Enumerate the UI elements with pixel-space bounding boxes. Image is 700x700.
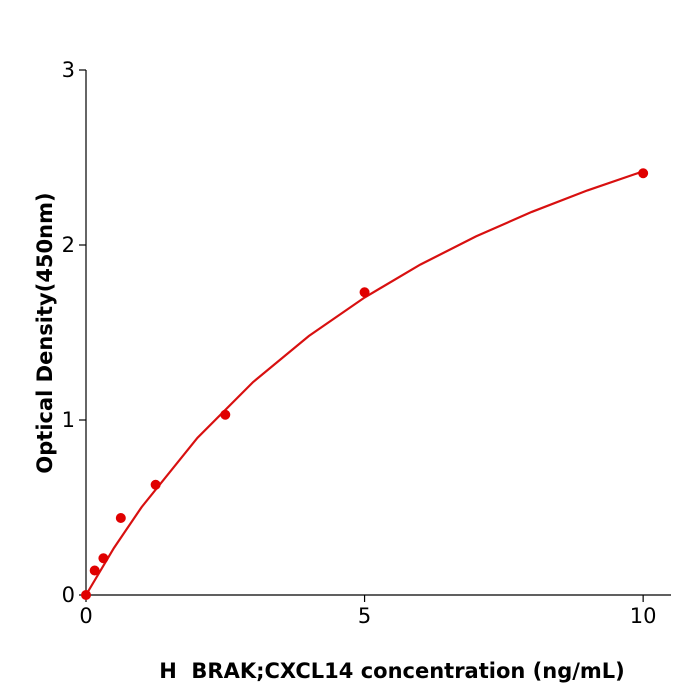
data-point (638, 168, 649, 179)
data-point (220, 409, 231, 420)
data-point (81, 590, 91, 600)
data-point (150, 479, 161, 490)
x-axis-label: H BRAK;CXCL14 concentration (ng/mL) (159, 659, 625, 683)
data-point (115, 513, 126, 523)
y-axis-label: Optical Density(450nm) (33, 192, 57, 473)
fit-curve (85, 170, 644, 596)
data-point (359, 287, 370, 298)
data-point (98, 553, 109, 564)
data-point (89, 565, 100, 576)
x-tick-label: 0 (79, 604, 92, 628)
y-tick-label: 3 (62, 58, 75, 82)
x-tick-label: 5 (358, 604, 371, 628)
y-tick-label: 1 (62, 408, 75, 432)
y-tick-label: 2 (62, 233, 75, 257)
y-tick-label: 0 (62, 583, 75, 607)
x-tick-label: 10 (630, 604, 657, 628)
